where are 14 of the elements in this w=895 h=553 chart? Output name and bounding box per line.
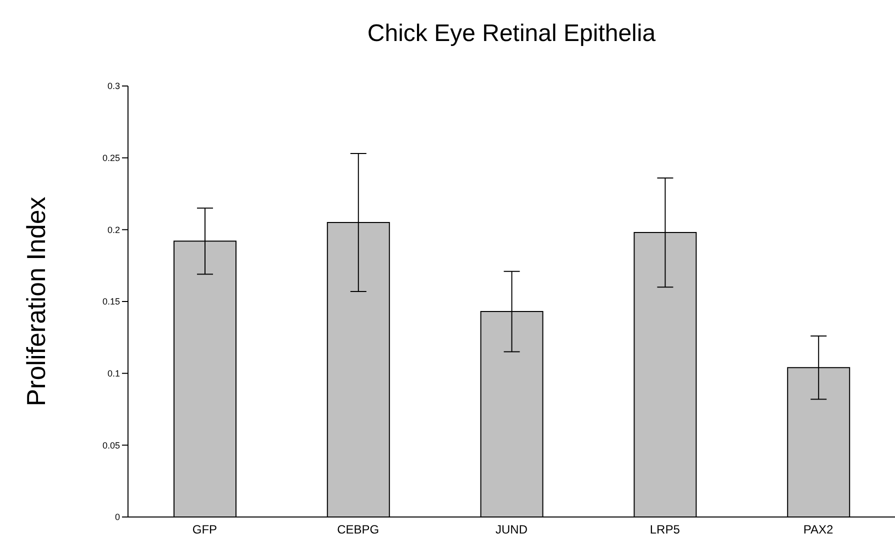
x-tick-label: LRP5	[650, 522, 680, 537]
y-tick-label: 0.15	[102, 296, 120, 307]
y-tick-label: 0.2	[107, 224, 120, 235]
x-tick-label: CEBPG	[337, 522, 380, 537]
x-tick-label: PAX2	[803, 522, 834, 537]
y-tick-label: 0.1	[107, 368, 120, 379]
x-tick-label: GFP	[192, 522, 218, 537]
chart-title: Chick Eye Retinal Epithelia	[366, 20, 657, 48]
y-tick-label: 0.25	[102, 153, 120, 164]
x-tick-label: JUND	[496, 522, 528, 537]
y-tick-label: 0.3	[107, 81, 120, 92]
y-tick-label: 0.05	[102, 440, 120, 450]
y-tick-label: 0	[114, 512, 120, 522]
y-axis-title: Proliferation Index	[21, 196, 52, 406]
